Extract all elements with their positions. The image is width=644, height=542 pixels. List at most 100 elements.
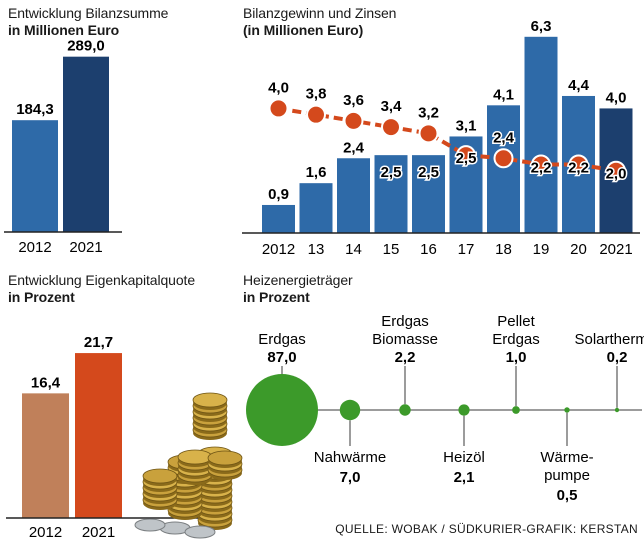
- zinsen-data-label: 2,4: [493, 129, 515, 146]
- bar-data-label: 3,1: [456, 117, 477, 134]
- bilanzsumme-plot: 184,3 2012 289,0 2021: [4, 38, 122, 256]
- bar: [262, 204, 295, 233]
- bar: [374, 155, 408, 233]
- zinsen-line: [278, 106, 617, 173]
- category-label: Erdgas: [258, 331, 306, 348]
- bubble: [246, 374, 318, 446]
- coin-icon: [177, 449, 213, 465]
- tick-label: 18: [495, 241, 512, 258]
- data-label: 0,5: [557, 487, 578, 504]
- source-credit: QUELLE: WOBAK / SÜDKURIER-GRAFIK: KERSTA…: [335, 522, 638, 536]
- data-label: 2,2: [395, 349, 416, 366]
- chart-title: Entwicklung Eigenkapitalquote in Prozent: [8, 272, 195, 306]
- tick-label: 2021: [599, 241, 632, 258]
- category-label: Nahwärme: [314, 449, 387, 466]
- coin-icon: [134, 518, 166, 532]
- bar: [22, 393, 69, 518]
- zinsen-point: [306, 104, 326, 125]
- data-label: 184,3: [16, 101, 54, 118]
- zinsen-point: [343, 110, 364, 131]
- coin-icon: [207, 450, 243, 466]
- chart-subtitle: in Millionen Euro: [8, 22, 120, 38]
- gewinn-zinsen-plot: 0,9 1,6 2,4 2,5 2,5 3,1 4,1 6,3 4,4 4,0 4,0 3,8 3,6 3…: [242, 18, 640, 258]
- data-label: 2,1: [454, 469, 475, 486]
- bar-data-label: 4,4: [568, 77, 590, 94]
- bar: [412, 155, 445, 233]
- tick-label: 2012: [29, 524, 62, 541]
- bubble: [399, 404, 411, 416]
- zinsen-data-label: 3,4: [381, 98, 403, 115]
- eigenkapital-plot: 16,4 2012 21,7 2021: [6, 334, 243, 541]
- bar: [524, 36, 558, 233]
- chart-title: Bilanzgewinn und Zinsen (in Millionen Eu…: [243, 5, 396, 39]
- tick-label: 20: [570, 241, 587, 258]
- category-label: Solarthermie: [574, 331, 644, 348]
- bubble: [564, 407, 570, 413]
- chart-title-text: Entwicklung Eigenkapitalquote: [8, 272, 196, 288]
- chart-title-text: Heizenergieträger: [243, 272, 353, 288]
- coin-icon: [142, 468, 178, 484]
- chart-title: Entwicklung Bilanzsumme in Millionen Eur…: [8, 5, 168, 39]
- zinsen-data-label: 2,0: [606, 166, 627, 183]
- category-label: Biomasse: [372, 331, 438, 348]
- tick-label: 2012: [18, 239, 51, 256]
- data-label: 1,0: [506, 349, 527, 366]
- chart-subtitle: in Prozent: [243, 289, 310, 305]
- zinsen-data-label: 2,2: [531, 159, 552, 176]
- bar: [12, 120, 58, 232]
- bar: [487, 105, 520, 233]
- bubble: [614, 407, 620, 413]
- zinsen-point: [493, 148, 514, 169]
- zinsen-data-label: 3,8: [306, 86, 327, 103]
- bar-data-label: 0,9: [268, 186, 289, 203]
- tick-label: 13: [308, 241, 325, 258]
- zinsen-data-label: 2,2: [568, 159, 589, 176]
- bubble: [512, 406, 520, 414]
- bubble: [339, 399, 361, 421]
- bar-data-label: 2,4: [343, 139, 365, 156]
- data-label: 0,2: [607, 349, 628, 366]
- bar-data-label: 2,5: [381, 164, 402, 181]
- tick-label: 16: [420, 241, 437, 258]
- zinsen-data-label: 3,2: [418, 104, 439, 121]
- bar: [337, 158, 370, 233]
- zinsen-data-label: 4,0: [268, 79, 289, 96]
- category-label: Erdgas: [492, 331, 540, 348]
- bar: [63, 56, 109, 232]
- coins-illustration: [134, 392, 243, 539]
- zinsen-point: [268, 98, 289, 119]
- chart-bilanzsumme: Entwicklung Bilanzsumme in Millionen Eur…: [0, 0, 230, 270]
- zinsen-point: [418, 123, 439, 144]
- chart-title-text: Entwicklung Bilanzsumme: [8, 5, 169, 21]
- category-label: Heizöl: [443, 449, 485, 466]
- zinsen-data-label: 3,6: [343, 92, 364, 109]
- zinsen-data-label: 2,5: [456, 150, 477, 167]
- coin-icon: [184, 525, 216, 539]
- category-label: Erdgas: [381, 313, 429, 330]
- bar: [75, 353, 122, 518]
- category-label: Pellet: [497, 313, 535, 330]
- chart-subtitle: (in Millionen Euro): [243, 22, 364, 38]
- heizenergie-plot: Erdgas87,0Nahwärme7,0BiomasseErdgas2,2He…: [246, 313, 644, 504]
- data-label: 7,0: [340, 469, 361, 486]
- chart-eigenkapitalquote: Entwicklung Eigenkapitalquote in Prozent…: [0, 270, 243, 542]
- tick-label: 2021: [69, 239, 102, 256]
- bar-data-label: 2,5: [418, 164, 439, 181]
- bar-data-label: 4,1: [493, 86, 514, 103]
- zinsen-point: [606, 160, 626, 181]
- data-label: 87,0: [267, 349, 296, 366]
- tick-label: 15: [383, 241, 400, 258]
- zinsen-point: [456, 145, 476, 166]
- tick-label: 19: [533, 241, 550, 258]
- zinsen-point: [381, 117, 401, 138]
- chart-subtitle: in Prozent: [8, 289, 75, 305]
- bubble: [458, 404, 470, 416]
- chart-heizenergie: Heizenergieträger in Prozent Erdgas 87,0 N…: [240, 270, 644, 542]
- data-label: 21,7: [84, 334, 113, 351]
- chart-gewinn-zinsen: Bilanzgewinn und Zinsen (in Millionen Eu…: [240, 0, 644, 270]
- zinsen-point: [531, 154, 551, 175]
- zinsen-point: [568, 154, 589, 175]
- data-label: 16,4: [31, 374, 61, 391]
- chart-title-text: Bilanzgewinn und Zinsen: [243, 5, 397, 21]
- tick-label: 14: [345, 241, 362, 258]
